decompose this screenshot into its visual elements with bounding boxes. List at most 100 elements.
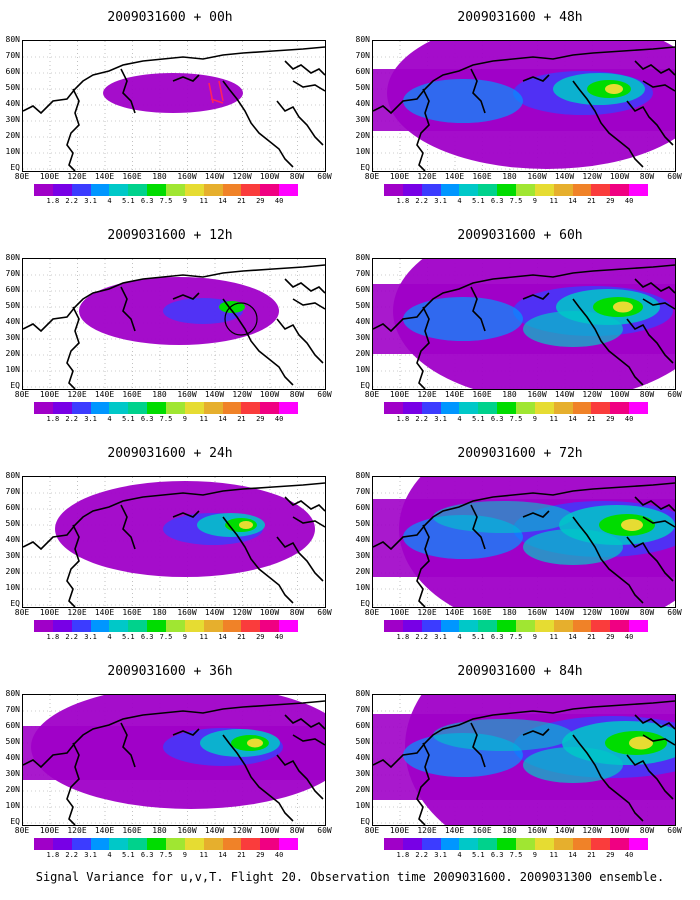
- lat-label: 30N: [5, 333, 20, 342]
- lon-label: 120W: [232, 172, 252, 181]
- coastline: [572, 734, 644, 822]
- color-scale-label: 21: [237, 633, 246, 641]
- coastline: [284, 496, 325, 512]
- color-swatch: [279, 838, 299, 850]
- variance-map: [22, 694, 326, 826]
- color-scale-label: 7.5: [159, 415, 173, 423]
- color-scale-label: 4: [107, 633, 112, 641]
- coastline: [470, 722, 486, 768]
- lat-label: 10N: [5, 801, 20, 810]
- color-scale-label: 5.1: [121, 851, 135, 859]
- lon-label: 160W: [527, 826, 547, 835]
- color-scale-label: 5.1: [121, 415, 135, 423]
- color-swatch: [34, 620, 53, 632]
- lon-label: 140W: [204, 826, 225, 835]
- lon-label: 140E: [444, 608, 465, 617]
- lon-label: 80W: [289, 826, 305, 835]
- lon-label: 80E: [14, 172, 30, 181]
- coastline: [292, 298, 325, 310]
- coastline: [222, 298, 294, 386]
- lat-label: 50N: [355, 83, 370, 92]
- coastline: [626, 100, 674, 146]
- coastline: [276, 536, 324, 582]
- color-scale-label: 7.5: [509, 633, 523, 641]
- color-swatch: [222, 620, 242, 632]
- color-swatch: [516, 184, 535, 196]
- lat-label: 20N: [355, 567, 370, 576]
- color-scale-label: 9: [182, 851, 187, 859]
- color-swatch: [203, 838, 223, 850]
- color-scale-label: 6.3: [490, 415, 504, 423]
- coastline: [66, 742, 80, 825]
- lon-label: 60W: [667, 390, 682, 399]
- color-scale-bar: [384, 402, 649, 414]
- lat-label: 20N: [355, 785, 370, 794]
- lon-label: 140E: [444, 390, 465, 399]
- color-scale-label: 9: [532, 415, 537, 423]
- lat-label: 30N: [5, 769, 20, 778]
- color-scale-label: 5.1: [471, 415, 485, 423]
- lat-label: 60N: [355, 67, 370, 76]
- forecast-panel-24h: 2009031600 + 24h 80N 70N 60N 50N 40N 30N 20N 10N…: [0, 444, 340, 654]
- lon-label: 60W: [317, 390, 332, 399]
- color-scale-label: 1.8: [396, 415, 410, 423]
- color-swatch: [34, 184, 53, 196]
- color-swatch: [421, 620, 441, 632]
- coastline: [284, 60, 325, 76]
- color-scale-label: 7.5: [509, 415, 523, 423]
- color-swatch: [459, 838, 479, 850]
- color-swatch: [279, 184, 299, 196]
- color-scale-label: 9: [532, 633, 537, 641]
- lat-label: 70N: [355, 705, 370, 714]
- color-scale-label: 9: [532, 197, 537, 205]
- color-swatch: [478, 620, 498, 632]
- color-swatch: [629, 620, 649, 632]
- lat-label: 30N: [5, 115, 20, 124]
- color-swatch: [421, 402, 441, 414]
- color-swatch: [184, 620, 204, 632]
- lon-label: 160E: [472, 172, 492, 181]
- color-scale-label: 21: [237, 851, 246, 859]
- lon-label: 80W: [289, 390, 305, 399]
- color-swatch: [71, 402, 91, 414]
- color-scale-label: 40: [274, 415, 284, 423]
- color-scale-label: 7.5: [509, 197, 523, 205]
- coastline: [172, 74, 200, 82]
- forecast-panel-12h: 2009031600 + 12h 80N 70N 60N 50N 40N 30N 20N 10N…: [0, 226, 340, 436]
- lon-label: 60W: [667, 826, 682, 835]
- lon-label: 140E: [94, 390, 115, 399]
- color-swatch: [534, 620, 554, 632]
- lat-label: EQ: [10, 817, 20, 826]
- variance-shading: [523, 747, 623, 783]
- color-swatch: [241, 838, 261, 850]
- color-swatch: [402, 402, 422, 414]
- lon-label: 100E: [39, 390, 60, 399]
- lat-label: 60N: [355, 721, 370, 730]
- lon-label: 60W: [667, 172, 682, 181]
- lon-label: 180: [502, 172, 517, 181]
- color-swatch: [166, 838, 185, 850]
- coastline: [120, 286, 136, 332]
- color-swatch: [629, 402, 649, 414]
- color-scale-label: 29: [606, 197, 615, 205]
- coastline: [522, 292, 550, 300]
- color-scale-label: 7.5: [159, 197, 173, 205]
- color-swatch: [241, 184, 261, 196]
- panel-title: 2009031600 + 72h: [457, 446, 583, 461]
- lat-label: 10N: [355, 365, 370, 374]
- color-scale-label: 14: [218, 197, 227, 205]
- color-scale-label: 5.1: [471, 633, 485, 641]
- color-scale-label: 4: [107, 851, 112, 859]
- color-swatch: [71, 838, 91, 850]
- lon-label: 180: [502, 390, 517, 399]
- color-swatch: [402, 838, 422, 850]
- lon-label: 140E: [444, 826, 465, 835]
- lat-label: 50N: [5, 83, 20, 92]
- color-scale-label: 3.1: [84, 415, 97, 423]
- variance-map: [372, 258, 676, 390]
- color-scale-bar: [34, 838, 299, 850]
- coastline: [222, 734, 294, 822]
- color-scale-label: 4: [457, 851, 462, 859]
- color-swatch: [147, 838, 167, 850]
- color-swatch: [516, 620, 535, 632]
